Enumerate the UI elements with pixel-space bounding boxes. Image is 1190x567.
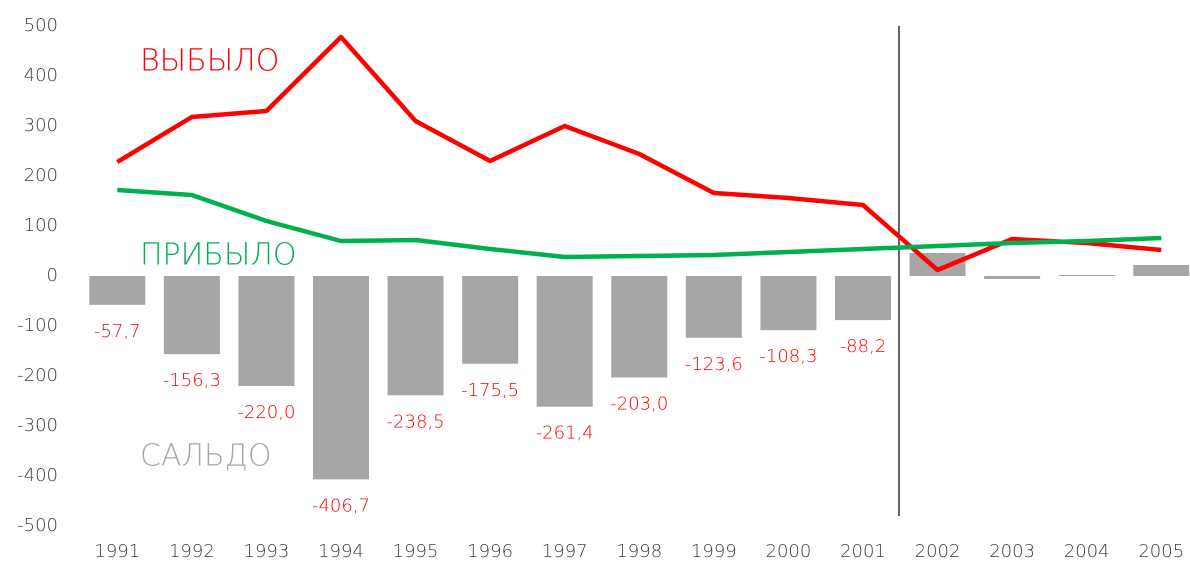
bar [89, 276, 146, 305]
x-tick-label: 1991 [94, 541, 140, 562]
x-tick-label: 1993 [244, 541, 290, 562]
x-tick-label: 1999 [691, 541, 737, 562]
value-label: -156,3 [163, 370, 221, 391]
y-tick-label: 300 [24, 115, 58, 136]
bar [387, 276, 444, 396]
y-tick-label: -300 [17, 415, 58, 436]
value-label: -57,7 [94, 321, 141, 342]
value-label: -261,4 [536, 423, 594, 444]
bar [462, 276, 519, 364]
bar [536, 276, 593, 407]
bar [163, 276, 220, 355]
bar [611, 276, 668, 378]
value-label: -175,5 [461, 380, 519, 401]
y-tick-label: 200 [24, 165, 58, 186]
x-tick-label: 1995 [393, 541, 439, 562]
x-tick-label: 1998 [616, 541, 662, 562]
y-tick-label: 0 [47, 265, 58, 286]
x-tick-label: 1997 [542, 541, 588, 562]
bar [1133, 265, 1190, 276]
bar [834, 276, 891, 321]
x-tick-label: 1992 [169, 541, 215, 562]
x-tick-label: 2004 [1064, 541, 1110, 562]
line [116, 34, 1162, 273]
bar [685, 276, 742, 338]
y-tick-label: 500 [24, 15, 58, 36]
value-label: -238,5 [387, 411, 445, 432]
value-label: -203,0 [610, 394, 668, 415]
series-label: САЛЬДО [140, 439, 272, 474]
value-label: -123,6 [685, 354, 743, 375]
y-tick-label: 100 [24, 215, 58, 236]
value-label: -406,7 [312, 495, 370, 516]
value-label: -108,3 [759, 346, 817, 367]
x-tick-label: 1994 [318, 541, 364, 562]
y-tick-label: -500 [17, 515, 58, 536]
x-tick-label: 1996 [467, 541, 513, 562]
y-tick-label: -200 [17, 365, 58, 386]
value-label: -88,2 [840, 336, 887, 357]
bar [909, 253, 966, 276]
x-tick-label: 2001 [840, 541, 886, 562]
y-tick-label: 400 [24, 65, 58, 86]
bar [760, 276, 817, 331]
x-tick-label: 2003 [989, 541, 1035, 562]
series-label: ПРИБЫЛО [140, 238, 297, 273]
y-tick-label: -100 [17, 315, 58, 336]
y-tick-label: -400 [17, 465, 58, 486]
series-label: ВЫБЫЛО [140, 44, 279, 79]
bar [238, 276, 295, 386]
x-tick-label: 2000 [766, 541, 812, 562]
bar [312, 276, 369, 480]
line [117, 187, 1162, 260]
bar [1058, 275, 1115, 276]
x-tick-label: 2002 [915, 541, 961, 562]
x-tick-label: 2005 [1138, 541, 1184, 562]
bar [984, 276, 1041, 279]
value-label: -220,0 [237, 402, 295, 423]
